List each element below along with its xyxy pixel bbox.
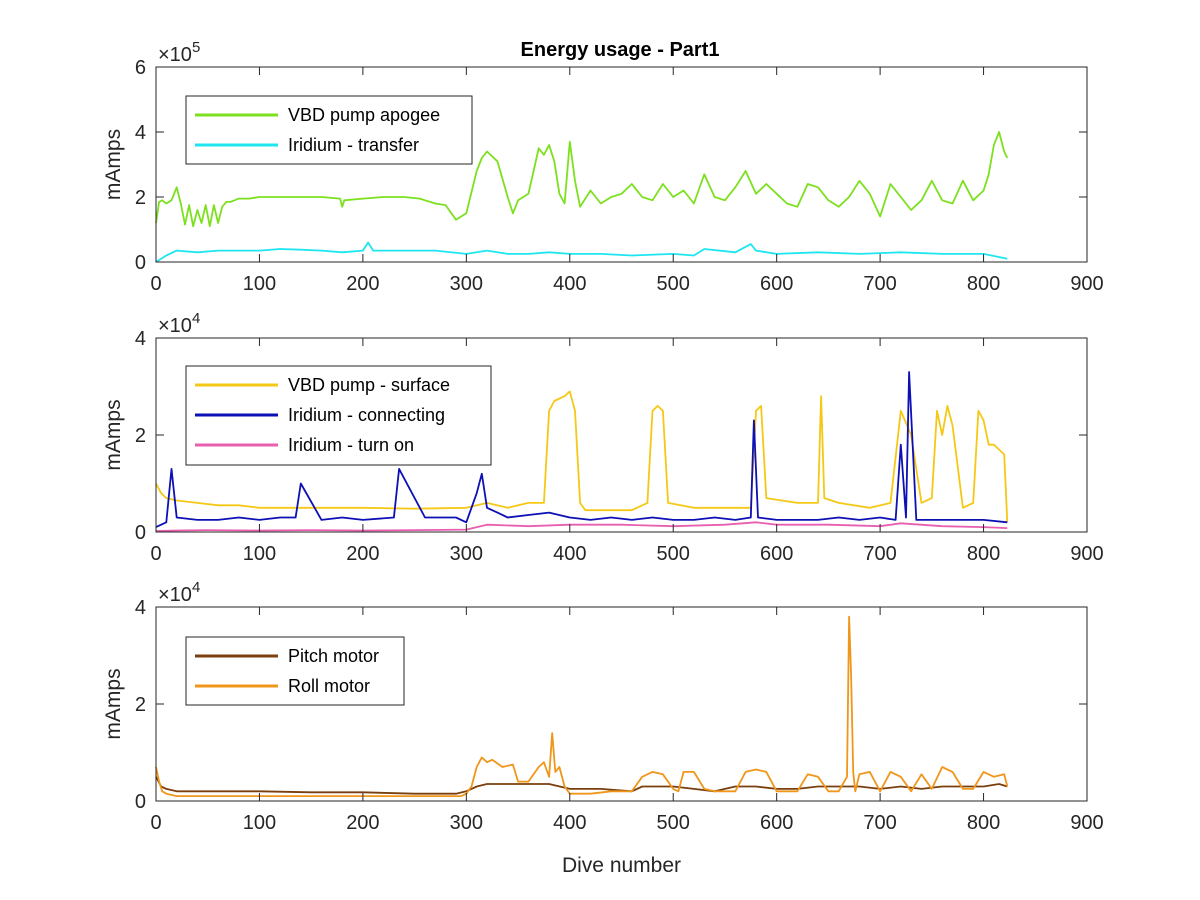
x-tick-label: 200	[346, 543, 379, 565]
x-tick-label: 300	[450, 273, 483, 295]
legend-label: Pitch motor	[288, 646, 379, 666]
series-group	[155, 615, 1009, 797]
x-tick-label: 0	[150, 543, 161, 565]
x-tick-label: 900	[1070, 273, 1103, 295]
chart-panel-3: 0 100 200 300 400 500 600 700 800 900024×104mAmps…	[102, 579, 1104, 877]
series-group	[155, 131, 1009, 263]
y-axis-multiplier-exponent: 4	[192, 310, 200, 327]
x-tick-label: 900	[1070, 543, 1103, 565]
y-tick-label: 2	[135, 187, 146, 209]
series-group	[155, 371, 1009, 532]
y-tick-label: 0	[135, 252, 146, 274]
y-axis-multiplier-exponent: 5	[192, 39, 200, 56]
panels: 0 100 200 300 400 500 600 700 800 9000246×105mAmp…	[102, 39, 1104, 877]
legend-label: Iridium - transfer	[288, 135, 419, 155]
x-tick-label: 300	[450, 543, 483, 565]
y-axis-label: mAmps	[102, 399, 125, 470]
y-tick-label: 4	[135, 122, 146, 144]
x-tick-label: 800	[967, 273, 1000, 295]
y-tick-label: 2	[135, 694, 146, 716]
figure-title: Energy usage - Part1	[521, 39, 720, 61]
series-line-3	[155, 521, 1008, 532]
legend-label: VBD pump apogee	[288, 105, 440, 125]
y-tick-label: 4	[135, 328, 146, 350]
y-axis-label: mAmps	[102, 129, 125, 200]
legend-box	[185, 95, 473, 165]
legend: Pitch motor Roll motor	[185, 636, 405, 706]
legend-label: Iridium - turn on	[288, 435, 414, 455]
x-tick-label: 700	[863, 543, 896, 565]
y-tick-label: 0	[135, 791, 146, 813]
legend-label: VBD pump - surface	[288, 375, 450, 395]
x-tick-label: 800	[967, 812, 1000, 834]
chart-panel-1: 0 100 200 300 400 500 600 700 800 9000246×105mAmp…	[102, 39, 1104, 295]
series-line-2	[155, 615, 1009, 797]
x-tick-label: 600	[760, 273, 793, 295]
legend: VBD pump apogee Iridium - transfer	[185, 95, 473, 165]
x-tick-label: 100	[243, 273, 276, 295]
y-tick-label: 0	[135, 522, 146, 544]
x-tick-label: 500	[657, 543, 690, 565]
y-tick-label: 2	[135, 425, 146, 447]
x-tick-label: 400	[553, 543, 586, 565]
series-line-1	[155, 776, 1008, 795]
x-tick-label: 700	[863, 812, 896, 834]
series-line-1	[155, 390, 1009, 523]
y-axis-multiplier-exponent: 4	[192, 579, 200, 596]
series-line-1	[155, 131, 1009, 228]
x-tick-label: 300	[450, 812, 483, 834]
x-tick-label: 400	[553, 273, 586, 295]
x-tick-label: 600	[760, 812, 793, 834]
series-line-2	[155, 241, 1008, 263]
chart-panel-2: 0 100 200 300 400 500 600 700 800 900024×104mAmps…	[102, 310, 1104, 565]
legend-label: Iridium - connecting	[288, 405, 445, 425]
legend-box	[185, 636, 405, 706]
x-tick-label: 400	[553, 812, 586, 834]
y-tick-label: 6	[135, 57, 146, 79]
x-tick-label: 200	[346, 812, 379, 834]
x-tick-label: 100	[243, 812, 276, 834]
x-tick-label: 500	[657, 812, 690, 834]
axes-box	[155, 66, 1088, 263]
x-tick-label: 700	[863, 273, 896, 295]
x-tick-label: 0	[150, 812, 161, 834]
x-tick-label: 0	[150, 273, 161, 295]
y-tick-label: 4	[135, 597, 146, 619]
x-tick-label: 900	[1070, 812, 1103, 834]
legend-label: Roll motor	[288, 676, 370, 696]
x-tick-label: 100	[243, 543, 276, 565]
series-line-2	[155, 371, 1008, 528]
x-axis-label: Dive number	[562, 854, 681, 877]
x-tick-label: 200	[346, 273, 379, 295]
y-axis-label: mAmps	[102, 668, 125, 739]
legend: VBD pump - surface Iridium - connecting Ir…	[185, 365, 492, 466]
x-tick-label: 800	[967, 543, 1000, 565]
x-tick-label: 500	[657, 273, 690, 295]
x-tick-label: 600	[760, 543, 793, 565]
